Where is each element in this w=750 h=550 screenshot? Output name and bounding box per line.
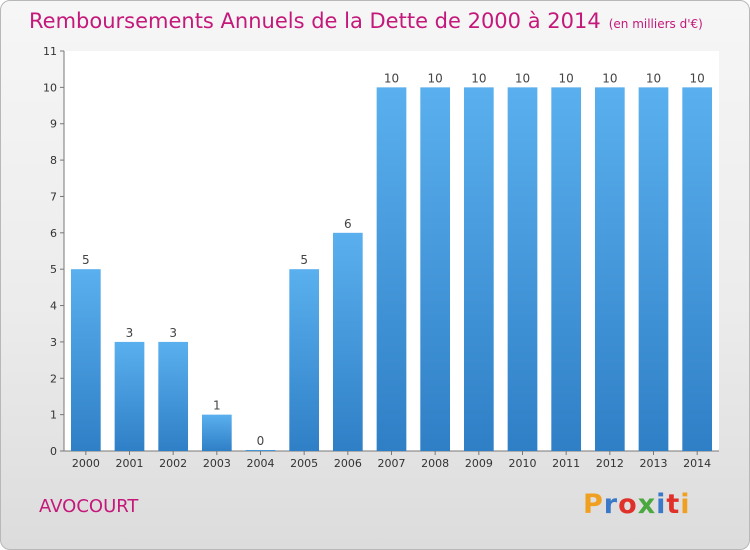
bar-2003 xyxy=(201,414,232,451)
x-tick-label: 2008 xyxy=(421,457,449,470)
bar-2006 xyxy=(332,232,363,451)
logo-letter: o xyxy=(618,489,638,520)
bar-2012 xyxy=(594,87,625,451)
bar-value-label: 10 xyxy=(559,71,574,85)
bar-2007 xyxy=(376,87,407,451)
bar-value-label: 5 xyxy=(300,253,308,267)
bar-2005 xyxy=(289,269,320,451)
bar-value-label: 5 xyxy=(82,253,90,267)
x-tick-label: 2010 xyxy=(509,457,537,470)
chart-unit: (en milliers d'€) xyxy=(608,17,703,31)
x-tick-label: 2001 xyxy=(116,457,144,470)
bar-2002 xyxy=(158,341,189,451)
logo-letter: r xyxy=(603,489,619,520)
y-tick-label: 4 xyxy=(50,300,57,313)
bar-value-label: 0 xyxy=(257,434,265,448)
logo-letter: P xyxy=(583,489,604,520)
x-tick-label: 2013 xyxy=(640,457,668,470)
x-tick-label: 2014 xyxy=(683,457,711,470)
chart-title: Remboursements Annuels de la Dette de 20… xyxy=(29,9,703,33)
bar-2014 xyxy=(682,87,713,451)
y-tick-label: 8 xyxy=(50,154,57,167)
x-tick-label: 2005 xyxy=(290,457,318,470)
y-tick-label: 2 xyxy=(50,372,57,385)
y-tick-label: 11 xyxy=(43,45,57,58)
x-tick-label: 2003 xyxy=(203,457,231,470)
bar-value-label: 1 xyxy=(213,399,221,413)
y-tick-label: 0 xyxy=(50,445,57,458)
bar-value-label: 6 xyxy=(344,217,352,231)
bar-value-label: 3 xyxy=(126,326,134,340)
y-tick-label: 10 xyxy=(43,81,57,94)
bar-2004 xyxy=(245,450,276,451)
chart-title-text: Remboursements Annuels de la Dette de 20… xyxy=(29,9,601,33)
y-tick-label: 1 xyxy=(50,409,57,422)
bar-2008 xyxy=(420,87,451,451)
x-tick-label: 2004 xyxy=(247,457,275,470)
commune-name: AVOCOURT xyxy=(39,496,139,517)
y-tick-label: 9 xyxy=(50,118,57,131)
x-tick-label: 2007 xyxy=(378,457,406,470)
y-tick-label: 6 xyxy=(50,227,57,240)
proxiti-logo: Proxiti xyxy=(583,489,691,520)
bar-2001 xyxy=(114,341,145,451)
bar-2009 xyxy=(463,87,494,451)
bar-2011 xyxy=(551,87,582,451)
bar-2010 xyxy=(507,87,538,451)
logo-letter: i xyxy=(656,489,667,520)
x-tick-label: 2009 xyxy=(465,457,493,470)
y-tick-label: 5 xyxy=(50,263,57,276)
bar-value-label: 10 xyxy=(690,71,705,85)
logo-letter: x xyxy=(637,489,657,520)
bar-2000 xyxy=(70,269,101,451)
logo-letter: t xyxy=(666,489,681,520)
bar-value-label: 10 xyxy=(646,71,661,85)
x-tick-label: 2000 xyxy=(72,457,100,470)
bar-value-label: 3 xyxy=(169,326,177,340)
bar-value-label: 10 xyxy=(384,71,399,85)
x-tick-label: 2002 xyxy=(159,457,187,470)
bar-value-label: 10 xyxy=(515,71,530,85)
bar-2013 xyxy=(638,87,669,451)
logo-letter: i xyxy=(680,489,691,520)
bar-value-label: 10 xyxy=(428,71,443,85)
x-tick-label: 2006 xyxy=(334,457,362,470)
y-tick-label: 7 xyxy=(50,190,57,203)
x-tick-label: 2012 xyxy=(596,457,624,470)
bar-value-label: 10 xyxy=(471,71,486,85)
bar-value-label: 10 xyxy=(602,71,617,85)
x-tick-label: 2011 xyxy=(552,457,580,470)
y-tick-label: 3 xyxy=(50,336,57,349)
